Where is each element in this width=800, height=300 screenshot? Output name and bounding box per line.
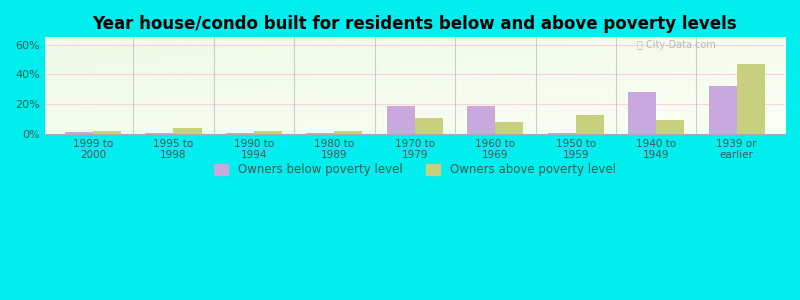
Bar [306, 133, 334, 134]
Bar [415, 118, 443, 134]
Bar [737, 64, 765, 134]
Bar [146, 133, 174, 134]
Bar [547, 133, 576, 134]
Bar [386, 106, 415, 134]
Bar [174, 128, 202, 134]
Bar [254, 131, 282, 134]
Title: Year house/condo built for residents below and above poverty levels: Year house/condo built for residents bel… [93, 15, 737, 33]
Bar [495, 122, 523, 134]
Bar [226, 133, 254, 134]
Legend: Owners below poverty level, Owners above poverty level: Owners below poverty level, Owners above… [210, 159, 620, 181]
Bar [334, 131, 362, 134]
Bar [656, 121, 685, 134]
Bar [576, 115, 604, 134]
Bar [709, 86, 737, 134]
Bar [628, 92, 656, 134]
Text: ⓘ City-Data.com: ⓘ City-Data.com [637, 40, 716, 50]
Bar [65, 132, 93, 134]
Bar [93, 131, 121, 134]
Bar [467, 106, 495, 134]
